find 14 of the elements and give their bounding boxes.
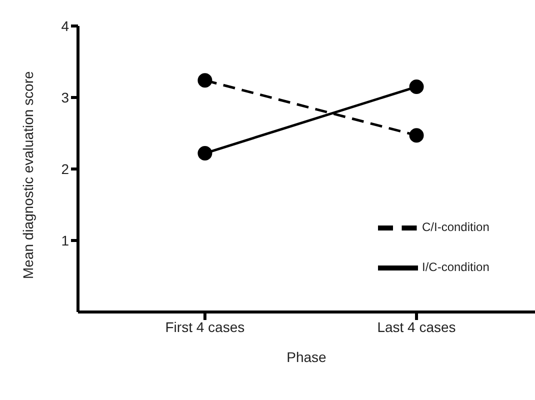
legend-label: C/I-condition [422, 220, 490, 234]
legend-label: I/C-condition [422, 260, 490, 274]
y-tick-label: 1 [61, 232, 70, 248]
point [198, 146, 212, 161]
y-tick-label: 4 [61, 18, 70, 34]
x-tick-label: Last 4 cases [377, 318, 456, 335]
point [409, 80, 424, 94]
point [409, 128, 424, 143]
x-tick-label: First 4 cases [165, 318, 245, 335]
x-axis-title: Phase [286, 349, 327, 365]
y-tick-label: 3 [61, 89, 70, 106]
y-tick-label: 2 [61, 160, 70, 177]
point [198, 73, 212, 88]
y-axis-title: Mean diagnostic evaluation score [20, 70, 36, 279]
